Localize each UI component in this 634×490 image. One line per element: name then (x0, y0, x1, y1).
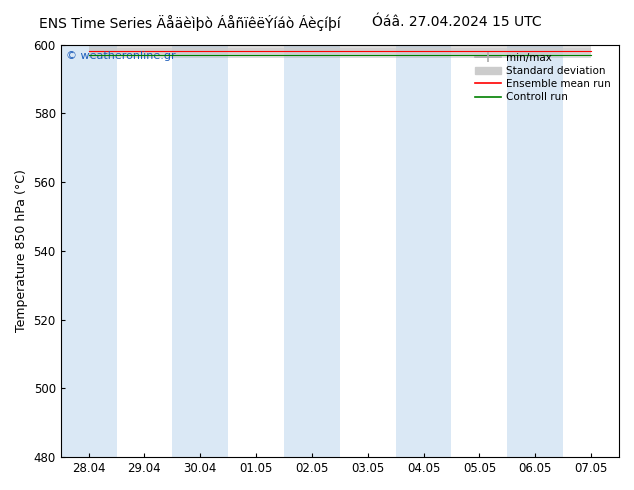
Legend: min/max, Standard deviation, Ensemble mean run, Controll run: min/max, Standard deviation, Ensemble me… (472, 49, 614, 105)
Bar (396, 45, 451, 457)
Bar (61, 45, 117, 457)
Text: Óáâ. 27.04.2024 15 UTC: Óáâ. 27.04.2024 15 UTC (372, 15, 541, 29)
Y-axis label: Temperature 850 hPa (°C): Temperature 850 hPa (°C) (15, 170, 28, 332)
Bar (284, 45, 340, 457)
Text: ENS Time Series Äåäèìþò ÁåñïêëÝíáò Áèçíþí: ENS Time Series Äåäèìþò ÁåñïêëÝíáò Áèçíþ… (39, 15, 341, 31)
Text: © weatheronline.gr: © weatheronline.gr (66, 50, 176, 61)
Bar (507, 45, 563, 457)
Bar (172, 45, 228, 457)
